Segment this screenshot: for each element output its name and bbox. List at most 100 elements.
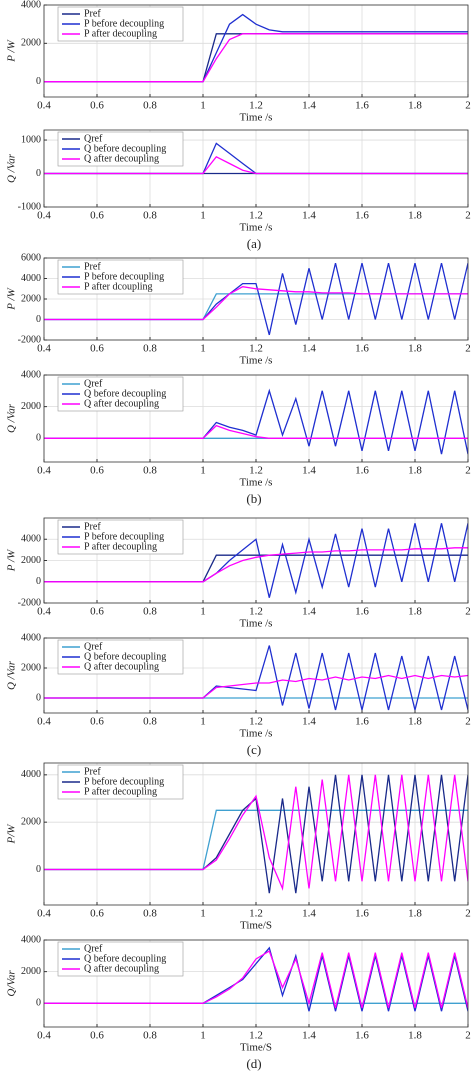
x-tick-label: 2 [465,465,471,477]
x-tick-label: 0.8 [143,465,157,477]
x-tick-label: 1.8 [408,908,422,920]
frame [43,4,469,98]
y-tick-label: 2000 [21,816,41,827]
legend-label: Q before decoupling [84,953,166,964]
x-tick-label: 1 [200,606,206,618]
y-tick-label: 1000 [21,134,41,145]
legend-label: Q before decoupling [84,651,166,662]
legend-label: P after dcoupling [84,281,153,292]
legend-label: P before decoupling [84,271,164,282]
caption: (d) [246,1056,261,1071]
x-tick-label: 0.8 [143,716,157,728]
y-tick-label: 4000 [21,934,41,945]
x-tick-label: 1 [200,343,206,355]
y-tick-label: 2000 [21,966,41,977]
y-tick-label: 0 [36,692,41,703]
x-tick-label: 1.4 [302,210,316,222]
x-tick-label: 0.6 [90,908,104,920]
x-tick-label: 1 [200,100,206,112]
frame [43,939,469,1028]
legend-label: P before decoupling [84,531,164,542]
x-tick-label: 2 [465,1030,471,1042]
x-tick-label: 1 [200,465,206,477]
frame [43,257,469,341]
legend-label: Qref [84,641,103,652]
y-tick-label: 0 [36,433,41,444]
series-line [44,155,468,175]
x-tick-label: 1.8 [408,343,422,355]
legend-label: Pref [84,521,101,532]
legend-label: Q after decoupling [84,661,159,672]
x-tick-label: 0.8 [143,606,157,618]
x-tick-label: 0.6 [90,1030,104,1042]
x-tick-label: 1.2 [249,716,263,728]
x-tick-label: 0.8 [143,343,157,355]
y-tick-label: 0 [36,998,41,1009]
x-tick-label: 1.4 [302,343,316,355]
x-tick-label: 2 [465,210,471,222]
x-tick-label: 2 [465,908,471,920]
x-axis-label: Time /s [240,728,273,740]
legend-label: Pref [84,766,101,777]
x-tick-label: 1.8 [408,100,422,112]
x-tick-label: 0.6 [90,465,104,477]
x-tick-label: 1.2 [249,210,263,222]
x-tick-label: 0.4 [37,465,51,477]
x-tick-label: 0.8 [143,1030,157,1042]
x-tick-label: 1.4 [302,908,316,920]
legend-label: P after decoupling [84,786,157,797]
y-tick-label: 4000 [21,769,41,780]
x-tick-label: 0.4 [37,210,51,222]
y-axis-label: Q /Var [6,403,18,433]
x-tick-label: 1 [200,716,206,728]
legend-label: Qref [84,378,103,389]
x-tick-label: 1.8 [408,465,422,477]
x-axis-label: Time /s [240,618,273,630]
legend-label: Pref [84,261,101,272]
y-tick-label: 0 [36,168,41,179]
y-axis-label: Q /Var [6,153,18,183]
y-tick-label: 0 [36,864,41,875]
y-tick-label: 2000 [21,38,41,49]
x-axis-label: Time/S [240,1042,272,1054]
x-axis-label: Time /s [240,477,273,489]
frame [43,517,469,604]
x-tick-label: 1.4 [302,716,316,728]
x-tick-label: 1.6 [355,606,369,618]
x-tick-label: 1.2 [249,100,263,112]
x-tick-label: 1.2 [249,465,263,477]
y-tick-label: 4000 [21,632,41,643]
x-tick-label: 0.6 [90,210,104,222]
x-tick-label: 1 [200,210,206,222]
series-line [44,547,468,583]
y-axis-label: P /W [6,287,18,310]
x-tick-label: 0.4 [37,1030,51,1042]
y-tick-label: -1000 [18,201,41,212]
caption: (a) [247,236,261,251]
legend-label: P after decoupling [84,28,157,39]
x-tick-label: 2 [465,606,471,618]
legend-label: Q after decoupling [84,398,159,409]
x-tick-label: 1.4 [302,1030,316,1042]
x-tick-label: 0.8 [143,210,157,222]
x-axis-label: Time/S [240,920,272,932]
x-tick-label: 0.6 [90,606,104,618]
legend-label: Pref [84,8,101,19]
y-axis-label: P/W [6,824,18,845]
x-tick-label: 2 [465,343,471,355]
y-tick-label: 4000 [21,273,41,284]
legend-label: Q after decoupling [84,963,159,974]
y-tick-label: 2000 [21,293,41,304]
x-axis-label: Time /s [240,355,273,367]
legend-label: P before decoupling [84,776,164,787]
y-tick-label: 0 [36,314,41,325]
frame [43,637,469,714]
x-tick-label: 0.4 [37,100,51,112]
legend-label: P after decoupling [84,541,157,552]
x-tick-label: 0.6 [90,716,104,728]
frame [43,762,469,906]
y-tick-label: 2000 [21,555,41,566]
